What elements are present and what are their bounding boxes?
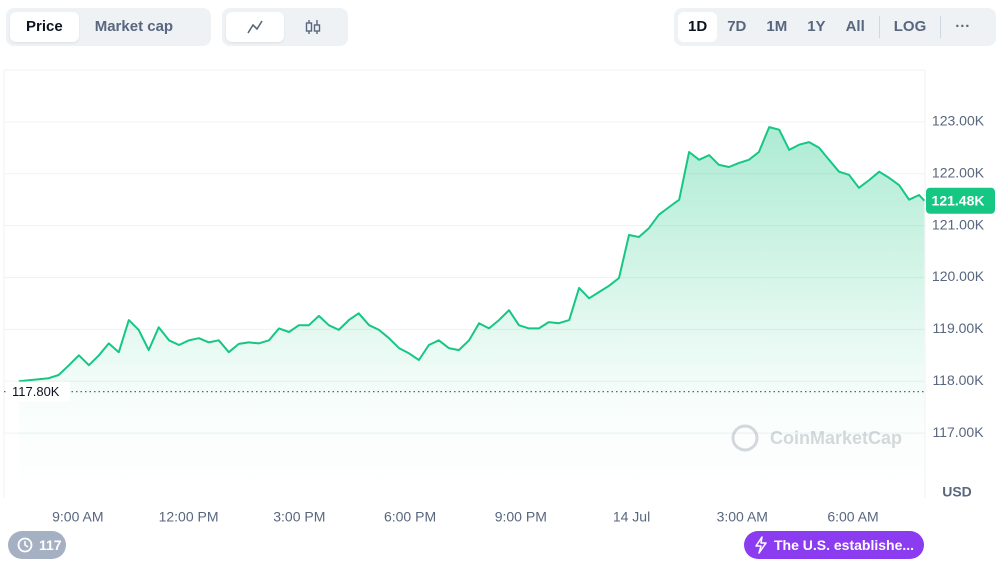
candle-style-button[interactable] <box>284 12 342 42</box>
open-price-label: 117.80K <box>12 384 60 399</box>
x-tick-label: 3:00 AM <box>717 509 768 525</box>
news-text: The U.S. establishe... <box>774 537 915 553</box>
y-tick-label: 123.00K <box>932 113 985 129</box>
metric-tabs: Price Market cap <box>6 8 211 46</box>
x-tick-label: 14 Jul <box>613 509 650 525</box>
x-tick-label: 9:00 AM <box>52 509 103 525</box>
more-button[interactable]: ··· <box>955 18 971 35</box>
price-area <box>18 127 925 498</box>
range-1d[interactable]: 1D <box>678 12 718 42</box>
watermark-text: CoinMarketCap <box>770 428 902 448</box>
separator <box>940 16 942 38</box>
separator <box>878 16 880 38</box>
labels: 117.00K 118.00K 119.00K 120.00K 121.00K 122.0… <box>6 113 995 525</box>
y-tick-label: 117.00K <box>932 424 984 440</box>
y-tick-label: 120.00K <box>932 268 985 284</box>
range-all[interactable]: All <box>845 18 865 35</box>
y-axis-label: USD <box>942 484 972 500</box>
candle-icon <box>305 20 321 34</box>
x-tick-label: 6:00 PM <box>384 509 436 525</box>
x-tick-label: 6:00 AM <box>827 509 878 525</box>
last-price-badge <box>926 187 995 214</box>
x-tick-label: 3:00 PM <box>273 509 325 525</box>
price-line <box>18 126 926 383</box>
range-7d[interactable]: 7D <box>727 18 747 35</box>
history-icon <box>17 537 33 553</box>
y-tick-label: 118.00K <box>932 372 984 388</box>
line-style-button[interactable] <box>226 12 284 42</box>
y-tick-label: 119.00K <box>932 320 984 336</box>
log-toggle[interactable]: LOG <box>893 18 927 35</box>
x-tick-label: 12:00 PM <box>159 509 219 525</box>
x-tick-label: 9:00 PM <box>495 509 547 525</box>
marks <box>4 126 926 498</box>
bolt-icon <box>755 536 767 554</box>
y-tick-label: 122.00K <box>932 164 985 180</box>
range-1m[interactable]: 1M <box>766 18 788 35</box>
line-icon <box>247 20 263 34</box>
open-price-label-bg <box>6 381 70 402</box>
range-tabs: 1D 7D 1M 1Y All LOG ··· <box>674 8 996 46</box>
chart-style-tabs <box>222 8 348 46</box>
watermark: CoinMarketCap <box>731 424 902 452</box>
tab-market-cap[interactable]: Market cap <box>94 18 174 35</box>
news-badge[interactable]: The U.S. establishe... <box>744 531 924 559</box>
events-badge[interactable]: 117 <box>8 531 66 559</box>
y-tick-label: 121.00K <box>932 216 985 232</box>
events-count: 117 <box>39 537 62 553</box>
last-price-label: 121.48K <box>932 192 985 208</box>
tab-price[interactable]: Price <box>10 12 79 42</box>
range-1y[interactable]: 1Y <box>807 18 826 35</box>
watermark-logo <box>731 424 759 452</box>
